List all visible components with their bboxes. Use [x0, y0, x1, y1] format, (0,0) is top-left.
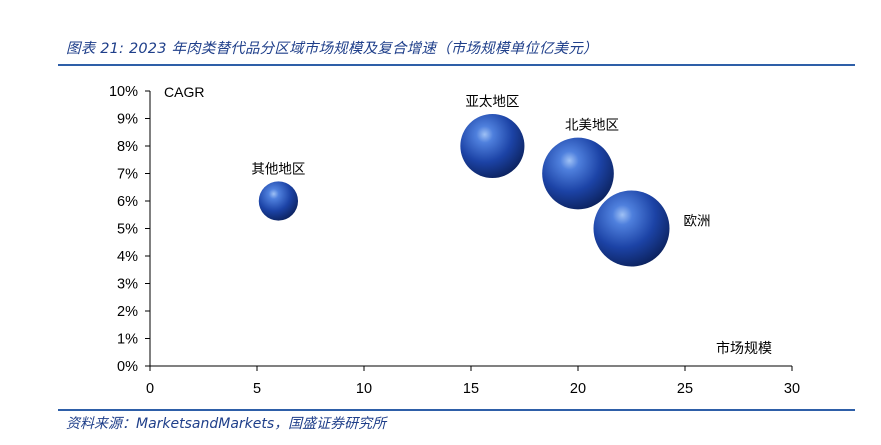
bubble-point: [542, 137, 614, 210]
x-tick-label: 30: [784, 381, 800, 397]
y-tick-label: 10%: [109, 84, 138, 100]
bubble-point: [460, 113, 525, 179]
y-tick-label: 6%: [117, 194, 138, 210]
x-tick-label: 15: [463, 381, 479, 397]
y-tick-label: 2%: [117, 304, 138, 320]
x-tick-label: 0: [146, 381, 154, 397]
x-tick-label: 25: [677, 381, 693, 397]
y-tick-label: 0%: [117, 359, 138, 375]
bubble-label: 北美地区: [565, 118, 619, 134]
y-axis-title: CAGR: [164, 84, 204, 100]
x-axis-title: 市场规模: [716, 340, 772, 356]
bubble-chart: 0% 1% 2% 3% 4% 5% 6% 7% 8% 9% 10% 0 5 10 15 20 25 30 CAGR 市…: [109, 84, 800, 397]
bubble-label: 其他地区: [251, 161, 305, 177]
y-tick-label: 9%: [117, 112, 138, 128]
y-tick-label: 8%: [117, 139, 138, 155]
top-divider: [58, 64, 855, 66]
bottom-divider: [58, 409, 855, 411]
figure-title: 图表 21: 2023 年肉类替代品分区域市场规模及复合增速（市场规模单位亿美元…: [66, 41, 598, 57]
x-tick-label: 10: [356, 381, 372, 397]
x-tick-label: 20: [570, 381, 586, 397]
bubble-point: [593, 190, 670, 267]
source-note: 资料来源：MarketsandMarkets，国盛证券研究所: [66, 416, 387, 432]
y-tick-label: 4%: [117, 249, 138, 265]
bubble-label: 欧洲: [684, 214, 711, 230]
bubble-point: [258, 181, 299, 221]
y-tick-label: 3%: [117, 277, 138, 293]
x-tick-label: 5: [253, 381, 261, 397]
bubble-label: 亚太地区: [465, 94, 519, 110]
y-tick-label: 7%: [117, 167, 138, 183]
y-tick-label: 1%: [117, 332, 138, 348]
y-tick-label: 5%: [117, 222, 138, 238]
